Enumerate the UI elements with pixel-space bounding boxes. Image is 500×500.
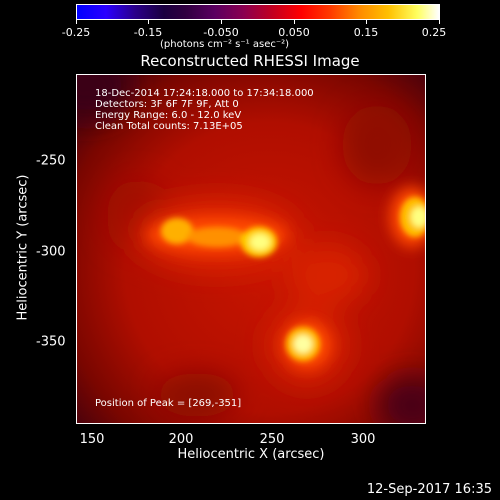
x-tick-label: 200: [168, 432, 194, 447]
colorbar: [76, 4, 440, 20]
plot-timestamp: 12-Sep-2017 16:35: [366, 482, 492, 497]
rhessi-image: 18-Dec-2014 17:24:18.000 to 17:34:18.000…: [76, 74, 426, 424]
x-tick-label: 150: [79, 432, 105, 447]
y-tick-label: -350: [36, 334, 66, 350]
colorbar-label: -0.15: [133, 26, 163, 39]
clean-total-counts: Clean Total counts: 7.13E+05: [95, 121, 243, 132]
colorbar-tick: [366, 20, 367, 24]
colorbar-label: 0.15: [353, 26, 379, 39]
colorbar-label: -0.25: [61, 26, 91, 39]
colorbar-label: 0.050: [278, 26, 310, 39]
observation-time: 18-Dec-2014 17:24:18.000 to 17:34:18.000: [95, 88, 314, 99]
colorbar-tick: [294, 20, 295, 24]
colorbar-units: (photons cm⁻² s⁻¹ asec⁻²): [160, 39, 290, 50]
x-tick-label: 300: [350, 432, 376, 447]
colorbar-tick: [148, 20, 149, 24]
detectors-info: Detectors: 3F 6F 7F 9F, Att 0: [95, 99, 239, 110]
energy-range: Energy Range: 6.0 - 12.0 keV: [95, 110, 242, 121]
colorbar-tick: [221, 20, 222, 24]
colorbar-label: 0.25: [421, 26, 447, 39]
y-tick-label: -300: [36, 244, 66, 260]
image-title: Reconstructed RHESSI Image: [140, 52, 360, 70]
peak-position: Position of Peak = [269,-351]: [95, 398, 242, 409]
x-tick-label: 250: [259, 432, 285, 447]
rhessi-image-map: [77, 75, 425, 423]
colorbar-tick: [439, 20, 440, 24]
colorbar-label: -0.050: [203, 26, 239, 39]
colorbar-tick: [76, 20, 77, 24]
y-axis-label: Heliocentric Y (arcsec): [15, 174, 31, 321]
y-tick-label: -250: [36, 153, 66, 169]
x-axis-label: Heliocentric X (arcsec): [177, 447, 325, 462]
